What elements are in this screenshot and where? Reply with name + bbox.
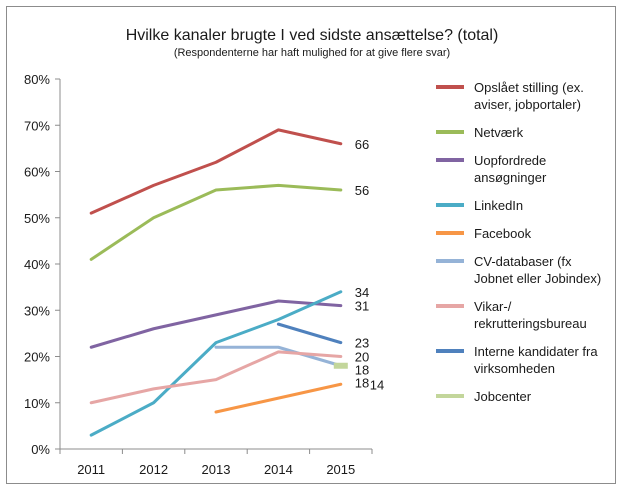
data-label: 56 <box>355 183 369 198</box>
legend-label: ansøgninger <box>474 170 547 185</box>
chart-subtitle: (Respondenterne har haft mulighed for at… <box>174 47 450 59</box>
series-line <box>214 345 343 368</box>
y-tick-label: 10% <box>24 396 50 411</box>
legend-label: LinkedIn <box>474 198 523 213</box>
x-tick-label: 2014 <box>264 462 293 477</box>
x-tick-label: 2011 <box>77 462 105 477</box>
data-label: 34 <box>355 285 369 300</box>
series-line <box>89 290 343 437</box>
series-lines <box>89 128 348 437</box>
legend-label: rekrutteringsbureau <box>474 316 587 331</box>
data-label: 18 <box>355 376 369 391</box>
series-point <box>333 362 348 369</box>
y-tick-label: 0% <box>31 442 50 457</box>
series-line <box>276 322 343 345</box>
y-tick-label: 70% <box>24 118 50 133</box>
y-tick-label: 40% <box>24 257 50 272</box>
legend-label: Jobcenter <box>474 389 532 404</box>
legend-label: Interne kandidater fra <box>474 344 598 359</box>
legend-label: Netværk <box>474 125 524 140</box>
data-label: 66 <box>355 137 369 152</box>
chart-title: Hvilke kanaler brugte I ved sidste ansæt… <box>126 27 499 44</box>
legend-label: CV-databaser (fx <box>474 254 572 269</box>
data-label: 20 <box>355 350 369 365</box>
series-line <box>89 299 343 349</box>
y-tick-label: 50% <box>24 211 50 226</box>
legend-label: virksomheden <box>474 361 555 376</box>
legend-label: Opslået stilling (ex. <box>474 80 584 95</box>
series-line <box>89 350 343 405</box>
legend-label: Vikar-/ <box>474 299 512 314</box>
series-line <box>89 183 343 261</box>
chart-frame <box>6 6 616 484</box>
series-line <box>214 382 343 414</box>
legend: Opslået stilling (ex. aviser, jobportaler… <box>436 80 601 404</box>
legend-label: Jobnet eller Jobindex) <box>474 271 601 286</box>
data-label: 23 <box>355 336 369 351</box>
y-tick-label: 20% <box>24 350 50 365</box>
series-line <box>89 128 343 215</box>
data-label: 31 <box>355 299 369 314</box>
x-tick-label: 2013 <box>202 462 231 477</box>
y-tick-label: 80% <box>24 72 50 87</box>
y-tick-label: 30% <box>24 303 50 318</box>
data-label: 14 <box>370 377 384 392</box>
axes: 0% 10% 20% 30% 40% 50% 60% 70% 80% 2011 2012 2013 20… <box>24 72 373 477</box>
x-tick-label: 2015 <box>326 462 355 477</box>
data-label: 18 <box>355 363 369 378</box>
legend-label: aviser, jobportaler) <box>474 97 581 112</box>
x-tick-label: 2012 <box>139 462 168 477</box>
legend-label: Facebook <box>474 226 532 241</box>
y-tick-label: 60% <box>24 165 50 180</box>
legend-label: Uopfordrede <box>474 153 546 168</box>
